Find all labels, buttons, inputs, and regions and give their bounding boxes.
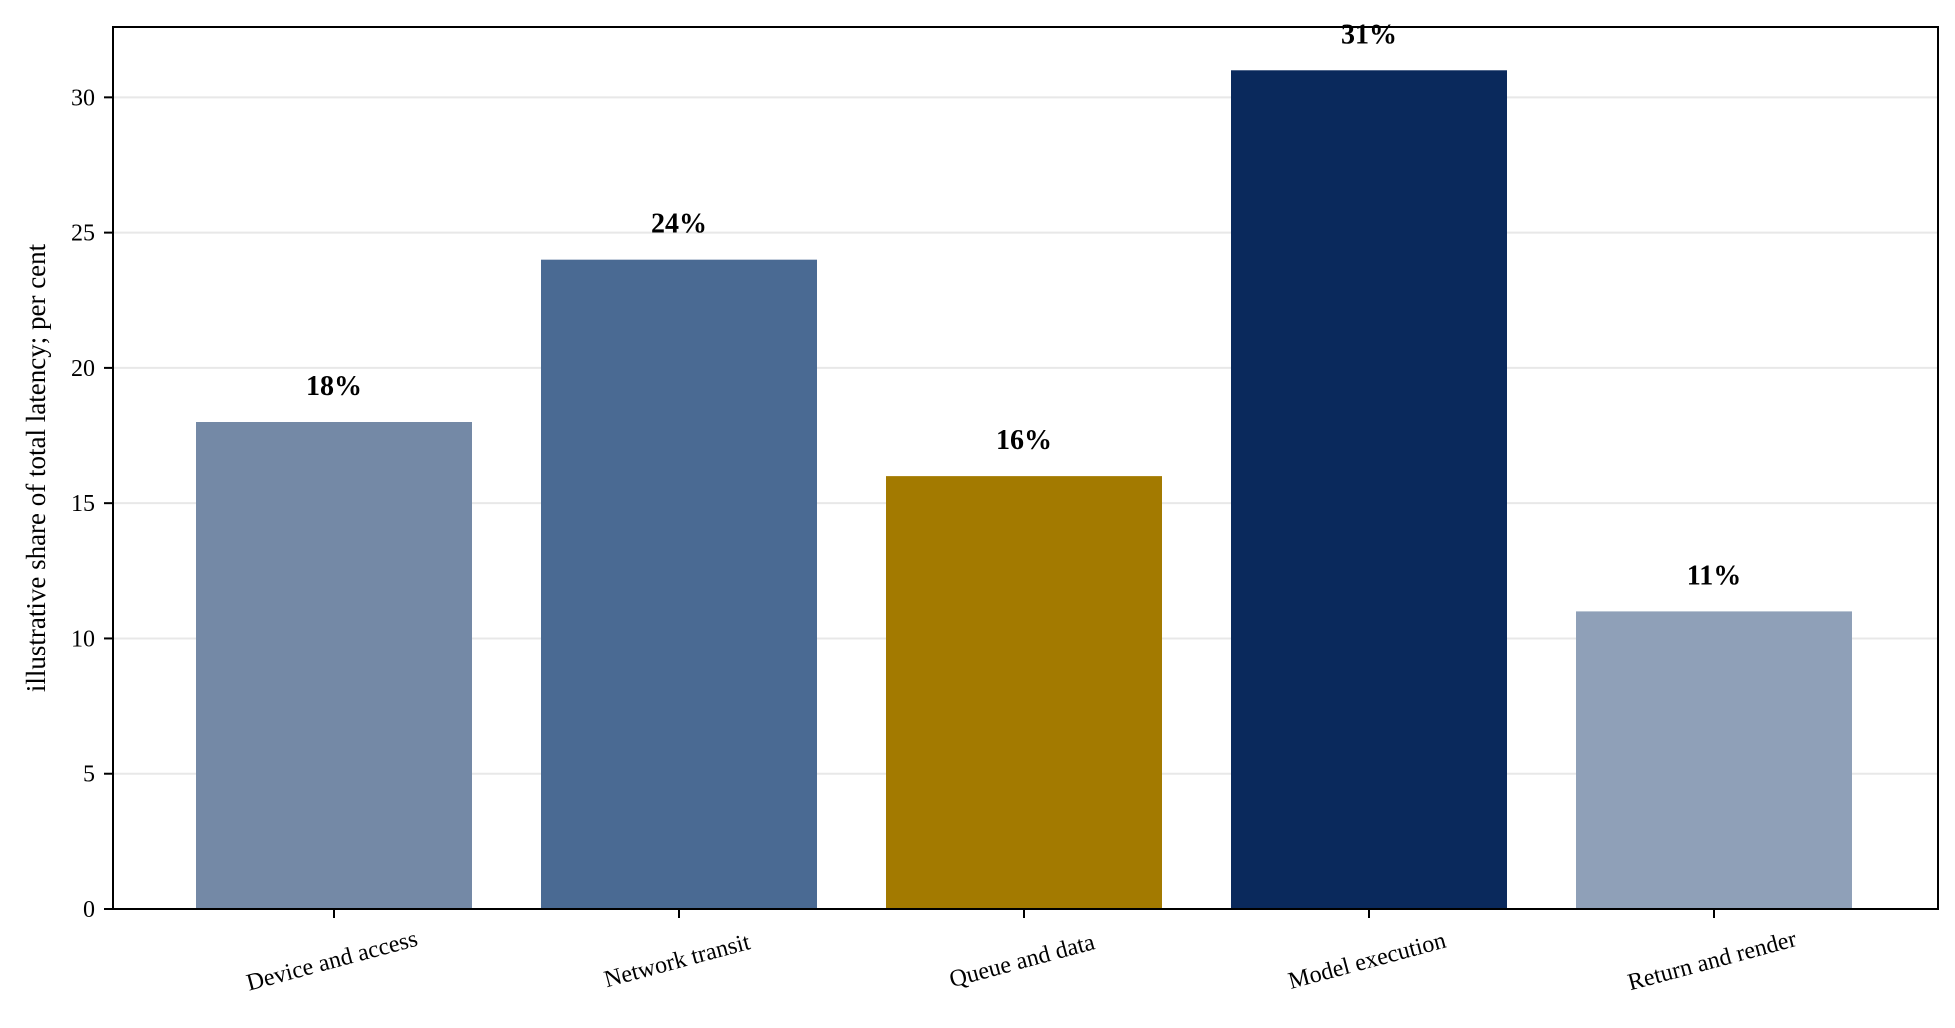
bar (1576, 611, 1852, 909)
y-tick-label: 5 (83, 762, 95, 788)
y-tick-label: 25 (71, 221, 95, 247)
x-tick-label: Device and access (244, 926, 421, 997)
x-axis-ticks: Device and access Network transit Queue an… (244, 909, 1799, 997)
x-tick-label: Network transit (601, 929, 753, 993)
bar-value-label: 31% (1341, 19, 1397, 50)
bar (886, 476, 1162, 909)
x-tick-label: Model execution (1286, 928, 1449, 995)
y-tick-label: 15 (71, 491, 95, 517)
bars (196, 70, 1852, 910)
bar-value-label: 11% (1687, 560, 1741, 591)
y-tick-label: 10 (71, 626, 95, 652)
y-axis-ticks: 0 5 10 15 20 25 30 (71, 85, 113, 923)
y-tick-label: 20 (71, 356, 95, 382)
data-labels: 18% 24% 16% 31% 11% (306, 19, 1741, 591)
x-tick-label: Return and render (1625, 926, 1799, 996)
bar (541, 259, 817, 910)
bar (196, 422, 472, 909)
bar-value-label: 18% (306, 371, 362, 402)
axes (112, 26, 1939, 910)
bar-value-label: 16% (996, 425, 1052, 456)
bar (1231, 70, 1507, 910)
y-axis-title: illustrative share of total latency; per… (21, 243, 51, 692)
x-tick-label: Queue and data (947, 929, 1098, 993)
y-tick-label: 30 (71, 85, 95, 111)
bar-value-label: 24% (651, 209, 707, 240)
y-tick-label: 0 (83, 897, 95, 923)
plot-frame (112, 26, 1939, 910)
